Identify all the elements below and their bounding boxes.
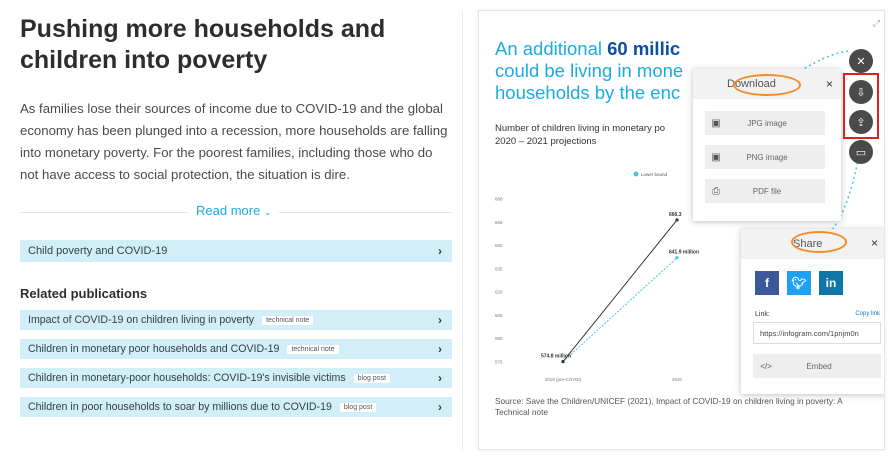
download-jpg-button[interactable]: ▣ JPG image — [705, 111, 825, 135]
toolbar-highlight-box — [843, 73, 879, 139]
y-tick-label: 605 — [495, 313, 503, 318]
twitter-icon[interactable]: 🐦︎ — [787, 271, 811, 295]
chevron-right-icon: › — [438, 342, 442, 356]
copy-link-button[interactable]: Copy link — [855, 311, 880, 317]
publication-tag: technical note — [287, 344, 339, 354]
jpg-label: JPG image — [747, 118, 787, 128]
expand-icon[interactable]: ⤢ — [872, 18, 880, 28]
title-line2: could be living in mone — [495, 60, 684, 81]
x-tick-label: 2020 — [672, 377, 683, 382]
pdf-label: PDF file — [752, 186, 782, 196]
close-icon[interactable]: ✕ — [849, 49, 873, 73]
share-panel: Share × f 🐦︎ in Link: Copy link https://… — [741, 229, 884, 394]
legend-marker — [633, 171, 639, 177]
publication-tag: blog post — [353, 373, 391, 383]
publication-title: Children in poor households to soar by m… — [28, 401, 332, 413]
image-icon: ▣ — [711, 117, 721, 129]
line-chart: 575 590 605 620 635 650 665 680 2019 (pre-COVID)… — [495, 171, 699, 382]
printer-icon: ⎙ — [712, 185, 720, 197]
data-label: 574.8 million — [541, 354, 571, 360]
embed-button[interactable]: </> Embed — [753, 354, 881, 378]
publication-tag: blog post — [339, 402, 377, 412]
publication-item[interactable]: Children in monetary-poor households: CO… — [20, 368, 452, 388]
linkedin-icon[interactable]: in — [819, 271, 843, 295]
column-divider — [462, 10, 463, 450]
subtitle-line1: Number of children living in monetary po — [495, 123, 666, 134]
image-icon: ▣ — [711, 151, 721, 163]
download-pdf-button[interactable]: ⎙ PDF file — [705, 179, 825, 203]
download-highlight-oval — [733, 74, 801, 96]
series-line — [562, 219, 678, 362]
read-more-link[interactable]: Read more ⌄ — [188, 203, 280, 218]
intro-paragraph: As families lose their sources of income… — [20, 101, 448, 182]
close-icon[interactable]: × — [870, 236, 878, 250]
chevron-right-icon: › — [438, 244, 442, 258]
y-tick-label: 575 — [495, 359, 503, 364]
publication-item[interactable]: Children in monetary poor households and… — [20, 339, 452, 359]
title-highlight: 60 millic — [607, 38, 681, 59]
publication-tag: technical note — [262, 315, 314, 325]
publication-item[interactable]: Children in poor households to soar by m… — [20, 397, 452, 417]
y-tick-label: 620 — [495, 290, 503, 295]
chevron-right-icon: › — [438, 371, 442, 385]
data-label: 666.3 — [669, 212, 682, 218]
share-highlight-oval — [791, 231, 847, 253]
data-point — [675, 218, 679, 222]
title-part: An additional — [495, 38, 608, 59]
infographic-embed: ⤢ An additional 60 millic could be livin… — [478, 10, 885, 450]
publication-title: Children in monetary-poor households: CO… — [28, 372, 346, 384]
download-icon[interactable]: ⇩ — [849, 80, 873, 104]
chevron-down-icon: ⌄ — [263, 207, 272, 217]
publications-list: Impact of COVID-19 on children living in… — [20, 310, 452, 417]
y-tick-label: 635 — [495, 266, 503, 271]
infographic-title: An additional 60 millic could be living … — [495, 38, 875, 104]
code-icon: </> — [760, 361, 772, 371]
infographic-subtitle: Number of children living in monetary po… — [495, 122, 665, 148]
read-more-row: Read more ⌄ — [20, 200, 452, 226]
legend-entry: Lower bound — [641, 172, 668, 177]
embed-label: Embed — [806, 361, 832, 371]
publication-item[interactable]: Impact of COVID-19 on children living in… — [20, 310, 452, 330]
y-tick-label: 590 — [495, 336, 503, 341]
title-line3: households by the enc — [495, 82, 681, 103]
data-label: 641.9 million — [669, 250, 699, 256]
series-line — [562, 257, 678, 362]
download-png-button[interactable]: ▣ PNG image — [705, 145, 825, 169]
related-publications-heading: Related publications — [20, 286, 148, 301]
chevron-right-icon: › — [438, 400, 442, 414]
accordion-label: Child poverty and COVID-19 — [28, 245, 168, 257]
facebook-icon[interactable]: f — [755, 271, 779, 295]
comment-icon[interactable]: ▭ — [849, 140, 873, 164]
page-title: Pushing more households and children int… — [20, 15, 386, 74]
source-note: Source: Save the Children/UNICEF (2021),… — [495, 396, 843, 417]
y-tick-label: 650 — [495, 243, 503, 248]
close-icon[interactable]: × — [825, 77, 833, 91]
subtitle-line2: 2020 – 2021 projections — [495, 136, 597, 147]
share-link-field[interactable]: https://infogram.com/1pnjm0n — [753, 322, 881, 344]
link-label: Link: — [755, 311, 770, 318]
chevron-right-icon: › — [438, 313, 442, 327]
article-column: Pushing more households and children int… — [20, 14, 452, 417]
data-point — [561, 359, 565, 364]
publication-title: Children in monetary poor households and… — [28, 343, 280, 355]
x-tick-label: 2019 (pre-COVID) — [545, 377, 582, 382]
y-tick-label: 665 — [495, 220, 503, 225]
data-point — [675, 256, 679, 260]
child-poverty-accordion[interactable]: Child poverty and COVID-19 › — [20, 240, 452, 262]
png-label: PNG image — [746, 152, 788, 162]
publication-title: Impact of COVID-19 on children living in… — [28, 314, 255, 326]
share-icon[interactable]: ⇪ — [849, 110, 873, 134]
y-tick-label: 680 — [495, 197, 503, 202]
read-more-label: Read more — [196, 203, 261, 218]
